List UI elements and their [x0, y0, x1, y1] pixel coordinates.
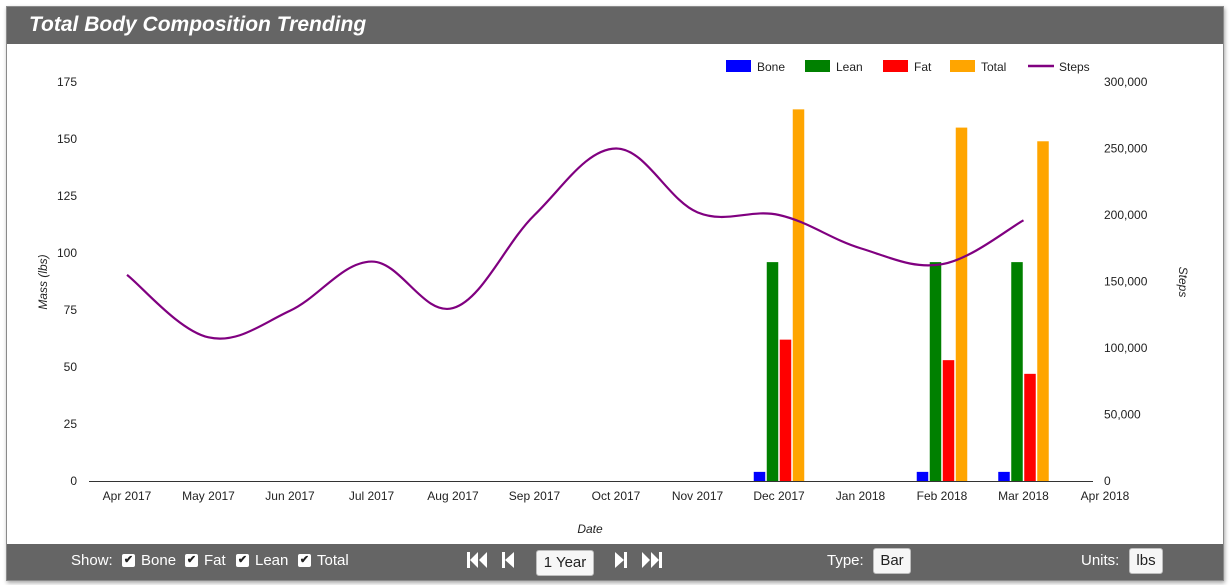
bar-lean [766, 262, 779, 481]
y2-axis-title: Steps [1176, 267, 1190, 298]
x-tick-label: Aug 2017 [427, 489, 479, 503]
bar-fat [779, 339, 792, 481]
x-tick-label: Apr 2017 [103, 489, 152, 503]
show-label: Show: [71, 552, 113, 569]
chart-type-button[interactable]: Bar [873, 548, 911, 574]
combo-chart: 0 25 50 75 100 125 150 175 0 50,000 100,000 150,000… [36, 60, 1190, 536]
chart-panel: Total Body Composition Trending 0 25 50 75 1… [6, 6, 1224, 581]
controls-bar: Show: ✔ Bone ✔ Fat ✔ Lean ✔ Total 1 Year [7, 544, 1223, 580]
y-tick-label: 175 [57, 75, 77, 89]
lean-checkbox[interactable]: ✔ [236, 554, 249, 567]
y2-tick-label: 300,000 [1104, 75, 1148, 89]
x-tick-label: Oct 2017 [592, 489, 641, 503]
bar-total [1037, 141, 1049, 481]
legend-label-lean: Lean [836, 60, 863, 74]
y2-tick-label: 250,000 [1104, 142, 1148, 156]
y-axis-title: Mass (lbs) [36, 254, 50, 309]
legend-label-bone: Bone [757, 60, 785, 74]
y-tick-label: 100 [57, 246, 77, 260]
bar-total [792, 109, 805, 482]
y-tick-label: 50 [64, 360, 78, 374]
y2-tick-label: 200,000 [1104, 208, 1148, 222]
bone-checkbox-label: Bone [141, 552, 177, 569]
x-tick-label: Nov 2017 [672, 489, 724, 503]
x-tick-label: Feb 2018 [917, 489, 968, 503]
y-tick-label: 150 [57, 132, 77, 146]
bar-bone [753, 471, 766, 481]
x-tick-label: May 2017 [182, 489, 235, 503]
bar-fat [942, 360, 955, 481]
x-tick-label: Jan 2018 [836, 489, 886, 503]
bar-lean [929, 262, 942, 481]
bar-bone [998, 471, 1010, 481]
y2-tick-label: 0 [1104, 474, 1111, 488]
x-tick-label: Jul 2017 [349, 489, 395, 503]
x-tick-label: Apr 2018 [1081, 489, 1130, 503]
skip-to-end-icon[interactable] [641, 550, 663, 570]
y2-tick-label: 100,000 [1104, 341, 1148, 355]
bar-total [955, 127, 968, 481]
type-label: Type: [827, 552, 864, 569]
step-back-icon[interactable] [501, 550, 515, 570]
bar-fat [1024, 373, 1036, 481]
legend-label-total: Total [981, 60, 1006, 74]
legend-label-fat: Fat [914, 60, 932, 74]
chart-area: 0 25 50 75 100 125 150 175 0 50,000 100,000 150,000… [7, 44, 1223, 544]
y2-tick-label: 50,000 [1104, 408, 1141, 422]
fat-checkbox-label: Fat [204, 552, 226, 569]
fat-checkbox[interactable]: ✔ [185, 554, 198, 567]
panel-header: Total Body Composition Trending [7, 7, 1223, 44]
legend-label-steps: Steps [1059, 60, 1090, 74]
y-tick-label: 0 [70, 474, 77, 488]
bar-bone [916, 471, 929, 481]
steps-line [126, 147, 1025, 340]
legend-swatch-lean [805, 60, 830, 72]
units-button[interactable]: lbs [1129, 548, 1163, 574]
total-checkbox[interactable]: ✔ [298, 554, 311, 567]
bone-checkbox[interactable]: ✔ [122, 554, 135, 567]
y2-tick-label: 150,000 [1104, 275, 1148, 289]
x-tick-label: Dec 2017 [753, 489, 805, 503]
legend-swatch-fat [883, 60, 908, 72]
y-tick-label: 125 [57, 189, 77, 203]
units-label: Units: [1081, 552, 1120, 569]
step-forward-icon[interactable] [614, 550, 628, 570]
y-tick-label: 75 [64, 303, 78, 317]
x-tick-label: Jun 2017 [265, 489, 315, 503]
y-tick-label: 25 [64, 417, 78, 431]
legend-swatch-total [950, 60, 975, 72]
total-checkbox-label: Total [317, 552, 349, 569]
lean-checkbox-label: Lean [255, 552, 289, 569]
x-tick-label: Sep 2017 [509, 489, 561, 503]
skip-to-start-icon[interactable] [466, 550, 488, 570]
legend-swatch-bone [726, 60, 751, 72]
period-button[interactable]: 1 Year [536, 550, 594, 576]
x-tick-label: Mar 2018 [998, 489, 1049, 503]
bar-lean [1011, 262, 1023, 481]
page-title: Total Body Composition Trending [29, 13, 367, 36]
x-axis-title: Date [577, 522, 603, 536]
